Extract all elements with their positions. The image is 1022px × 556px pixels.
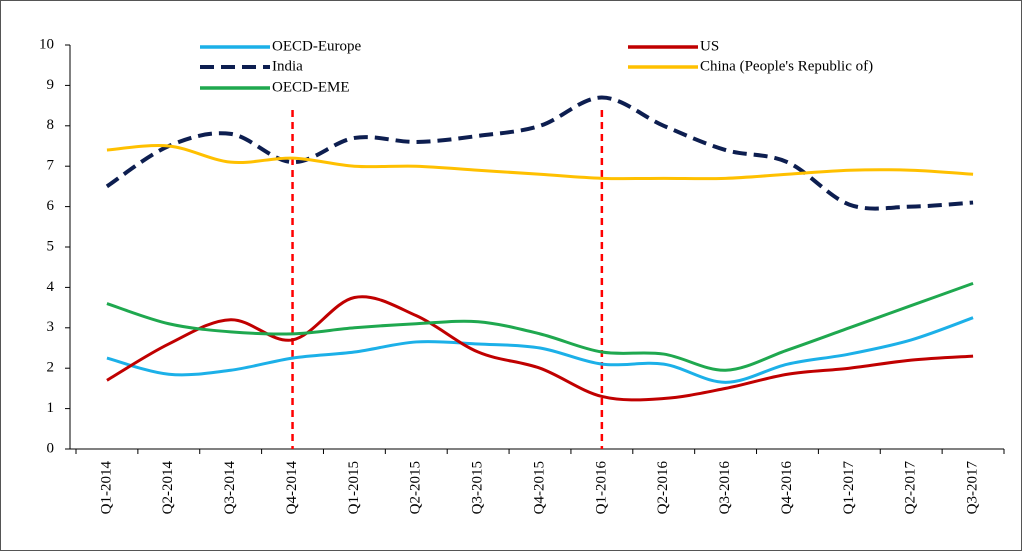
- x-tick-label: Q3-2014: [222, 461, 238, 515]
- y-tick-label: 10: [39, 36, 54, 52]
- x-tick-label: Q4-2015: [531, 461, 547, 514]
- y-tick-label: 4: [47, 279, 55, 295]
- y-tick-label: 0: [47, 440, 55, 456]
- x-tick-label: Q3-2015: [470, 461, 486, 514]
- legend-label: US: [700, 38, 719, 54]
- x-tick-label: Q3-2017: [965, 461, 981, 515]
- x-tick-label: Q1-2017: [841, 461, 857, 515]
- x-tick-label: Q2-2015: [408, 461, 424, 514]
- legend-label: OECD-EME: [272, 79, 350, 95]
- series-line: [105, 95, 974, 211]
- x-tick-label: Q1-2014: [98, 461, 114, 515]
- x-tick-label: Q1-2016: [593, 461, 609, 515]
- y-tick-label: 1: [47, 400, 55, 416]
- x-tick-label: Q3-2016: [717, 461, 733, 515]
- series-line: [106, 316, 974, 384]
- y-tick-label: 9: [47, 77, 55, 93]
- legend-label: China (People's Republic of): [700, 58, 873, 74]
- series-line: [106, 295, 974, 402]
- series-line: [106, 144, 974, 181]
- legend-label: OECD-Europe: [272, 38, 361, 54]
- y-tick-label: 7: [47, 158, 55, 174]
- x-tick-label: Q4-2014: [284, 461, 300, 515]
- x-tick-label: Q2-2014: [160, 461, 176, 515]
- legend-label: India: [272, 58, 303, 74]
- y-tick-label: 2: [47, 360, 55, 376]
- x-tick-label: Q1-2015: [346, 461, 362, 514]
- series-line: [106, 281, 974, 372]
- y-tick-label: 5: [47, 238, 55, 254]
- x-tick-label: Q2-2017: [903, 461, 919, 515]
- y-tick-label: 8: [47, 117, 55, 133]
- x-tick-label: Q4-2016: [779, 461, 795, 515]
- x-tick-label: Q2-2016: [655, 461, 671, 515]
- y-tick-label: 3: [47, 319, 55, 335]
- y-tick-label: 6: [47, 198, 55, 214]
